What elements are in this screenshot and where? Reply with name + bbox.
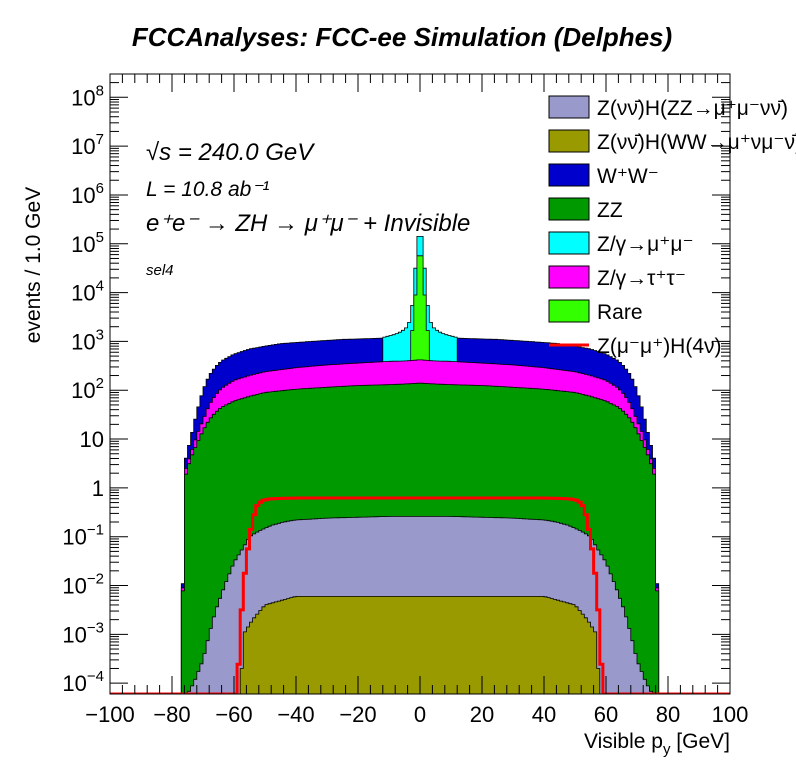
y-tick-label: 103 (71, 326, 104, 354)
y-tick-label: 102 (71, 375, 104, 403)
process-annotation: e⁺e⁻ → ZH → μ⁺μ⁻ + Invisible (146, 210, 470, 237)
luminosity-annotation: L = 10.8 ab⁻¹ (146, 178, 269, 201)
x-tick-label: −20 (339, 702, 376, 727)
stacked-histograms (177, 236, 663, 694)
legend-swatch (548, 299, 590, 323)
x-tick-label: 20 (470, 702, 494, 727)
x-tick-label: 80 (656, 702, 680, 727)
y-tick-label: 10−3 (62, 619, 104, 647)
y-tick-label: 10 (80, 427, 104, 452)
chart-title: FCCAnalyses: FCC-ee Simulation (Delphes) (132, 22, 672, 52)
signal-line (110, 496, 730, 694)
legend-label: Z(νν̄)H(ZZ→μ⁺μ⁻νν̄) (597, 97, 788, 120)
y-tick-label: 10−4 (62, 668, 104, 696)
x-tick-label: −40 (277, 702, 314, 727)
legend-swatch (548, 95, 590, 119)
y-axis: 10−4 10−3 10−2 10−1 1 10 102 103 104 105 106 107 108 (62, 73, 730, 696)
legend: Z(νν̄)H(ZZ→μ⁺μ⁻νν̄) Z(νν̄)H(WW→μ⁺νμ⁻ν̄) W⁺… (548, 95, 796, 358)
legend-label: Z(νν̄)H(WW→μ⁺νμ⁻ν̄) (597, 131, 796, 154)
x-axis-label: Visible py [GeV] (584, 730, 730, 758)
y-tick-label: 10−2 (62, 571, 104, 599)
legend-label: Z/γ→μ⁺μ⁻ (597, 233, 694, 256)
legend-swatch (548, 265, 590, 289)
y-tick-label: 105 (71, 229, 104, 257)
y-tick-label: 108 (71, 82, 104, 110)
legend-swatch (548, 197, 590, 221)
y-tick-label: 106 (71, 180, 104, 208)
legend-label: Z(μ⁻μ⁺)H(4ν) (597, 335, 722, 358)
x-tick-label: 100 (712, 702, 749, 727)
x-tick-label: 60 (594, 702, 618, 727)
histogram-band (233, 596, 607, 694)
legend-label: ZZ (597, 199, 623, 222)
x-tick-label: −80 (153, 702, 190, 727)
legend-label: Z/γ→τ⁺τ⁻ (597, 267, 686, 290)
annotations: √s = 240.0 GeV L = 10.8 ab⁻¹ e⁺e⁻ → ZH →… (146, 139, 470, 279)
y-axis-label: events / 1.0 GeV (22, 187, 45, 343)
y-tick-label: 107 (71, 131, 104, 159)
legend-swatch (548, 231, 590, 255)
x-tick-label: 0 (414, 702, 426, 727)
selection-annotation: sel4 (146, 262, 174, 279)
legend-label: Rare (597, 301, 643, 324)
signal-histogram (110, 496, 730, 694)
y-tick-label: 10−1 (62, 522, 104, 550)
legend-label: W⁺W⁻ (597, 165, 659, 188)
x-tick-label: 40 (532, 702, 556, 727)
legend-swatch (548, 163, 590, 187)
x-tick-label: −100 (85, 702, 135, 727)
legend-swatch (548, 129, 590, 153)
x-axis: −100 −80 −60 −40 −20 0 20 40 60 80 100 (85, 74, 748, 727)
energy-annotation: √s = 240.0 GeV (146, 139, 315, 166)
x-tick-label: −60 (215, 702, 252, 727)
y-tick-label: 1 (92, 476, 104, 501)
y-tick-label: 104 (71, 278, 104, 306)
